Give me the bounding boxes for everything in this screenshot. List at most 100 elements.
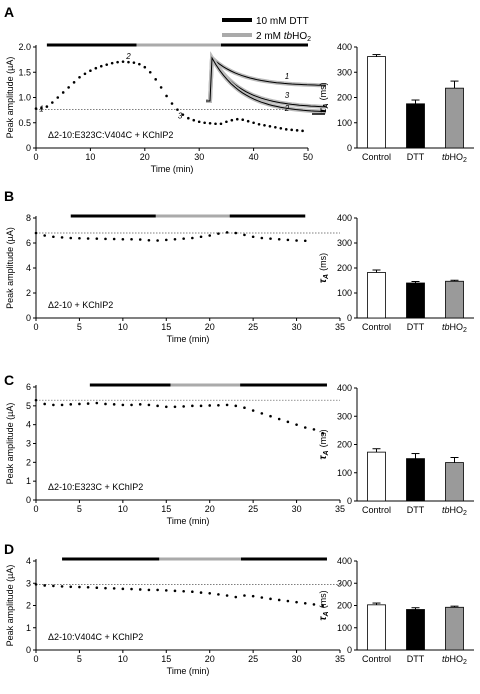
- panel-a-data-point: [110, 61, 114, 65]
- panel-a-data-point: [148, 70, 152, 74]
- panel-b-data-point: [286, 238, 290, 242]
- panel-d-data-point: [34, 583, 38, 586]
- panel-c-data-point: [130, 403, 133, 407]
- tau-symbol: τ: [318, 455, 329, 460]
- panel-b-tau-y-tick-label: 400: [337, 213, 352, 223]
- panel-c-tau-y-tick-label: 100: [337, 468, 352, 478]
- panel-a-tau-y-label: τA (ms): [318, 82, 330, 112]
- panel-b-sample-label: Δ2-10 + KChIP2: [48, 300, 113, 310]
- panel-c-data-point: [251, 409, 255, 412]
- panel-b-tau-bar-tbho2: [445, 280, 464, 319]
- panel-c-data-point: [243, 406, 246, 410]
- panel-c-tau-category-label: Control: [362, 505, 391, 515]
- panel-c-data-point: [208, 404, 212, 407]
- panel-a-x-tick-label: 40: [249, 152, 259, 162]
- inset-trace-label-1: 1: [285, 72, 289, 81]
- panel-d-y-tick-label: 0: [26, 645, 31, 655]
- panel-d-tau-bar-dtt: [406, 609, 425, 651]
- panel-a-trace-label: 3: [178, 112, 183, 121]
- panel-a-data-point: [246, 119, 250, 123]
- panel-b-data-point: [147, 238, 151, 242]
- panel-c-data-point: [277, 417, 281, 421]
- panel-b-data-point: [217, 232, 220, 235]
- panel-a-y-tick-label: 0: [26, 143, 31, 153]
- inset-trace-1: [206, 56, 326, 102]
- panel-a-data-point: [121, 60, 125, 63]
- panel-d-y-tick-label: 2: [26, 601, 31, 611]
- panel-c-tau-category-label-sub: 2: [463, 510, 467, 517]
- panel-a-data-point: [34, 107, 38, 110]
- panel-a-data-point: [301, 129, 304, 133]
- panel-b-data-point: [95, 237, 99, 240]
- panel-b-tau-category-label-tb: tb: [442, 322, 450, 332]
- panel-d-y-tick-label: 1: [26, 623, 31, 633]
- panel-b-y-tick-label: 6: [26, 238, 31, 248]
- panel-b-data-point: [303, 239, 307, 243]
- panel-b-data-point: [269, 237, 272, 240]
- panel-d-data-point: [312, 603, 316, 606]
- panel-c-data-point: [34, 398, 38, 402]
- panel-b-y-label: Peak amplitude (µA): [5, 227, 15, 309]
- panel-a-data-point: [61, 91, 65, 94]
- panel-c-data-point: [173, 405, 177, 409]
- panel-c-data-point: [121, 403, 125, 407]
- panel-d-tau-chart: 0 100 200 300 400 τA (ms) Control DTT tbHO2: [318, 556, 474, 666]
- panel-a-data-point: [257, 122, 261, 126]
- panel-c-tau-y-tick-label: 400: [337, 383, 352, 393]
- panel-a-trace-label: 2: [125, 52, 131, 61]
- panel-c-y-tick-label: 0: [26, 495, 31, 505]
- panel-c-tau-bar-dtt: [406, 458, 425, 502]
- panel-d-data-point: [303, 601, 307, 605]
- treatment-legend: 10 mM DTT 2 mM tbHO2: [222, 16, 311, 43]
- panel-b-tau-category-label: DTT: [407, 322, 425, 332]
- panel-c-data-point: [86, 402, 90, 405]
- panel-d-tau-bar-control: [367, 604, 386, 651]
- panel-c-data-point: [60, 403, 64, 407]
- panel-a-y-label: Peak amplitude (µA): [5, 57, 15, 139]
- legend-tbho2-em: tb: [284, 31, 293, 42]
- panel-c-data-point: [78, 402, 81, 406]
- panel-a-tau-category-label: DTT: [407, 152, 425, 162]
- panel-a-data-point: [165, 94, 168, 98]
- inset-trace-label-3: 3: [285, 91, 290, 100]
- legend-tbho2-pre: 2 mM: [256, 31, 284, 42]
- panel-b-letter: B: [4, 188, 14, 204]
- panel-c-x-tick-label: 15: [161, 504, 171, 514]
- panel-d-data-point: [130, 587, 133, 591]
- panel-b-y-tick-label: 2: [26, 288, 31, 298]
- panel-c-tau-y-tick-label: 0: [347, 496, 352, 506]
- panel-b-data-point: [225, 231, 229, 234]
- panel-b-data-point: [78, 236, 81, 240]
- panel-d-tau-category-label-ho: HO: [450, 654, 464, 664]
- panel-d-data-point: [234, 595, 238, 599]
- panel-d-x-tick-label: 30: [292, 654, 302, 664]
- inset-trace-2: [206, 56, 327, 113]
- panel-b-data-point: [130, 237, 133, 241]
- panel-a-tau-y-tick-label: 300: [337, 67, 352, 77]
- panel-c-data-point: [269, 414, 272, 418]
- panel-d-data-point: [95, 586, 99, 589]
- legend-dtt-label: 10 mM DTT: [256, 16, 309, 27]
- panel-b-y-tick-label: 8: [26, 213, 31, 223]
- panel-a-data-point: [181, 113, 185, 116]
- panel-c-x-tick-label: 20: [205, 504, 215, 514]
- panel-d-tau-category-label-tb: tb: [442, 654, 450, 664]
- panel-a-data-point: [67, 86, 70, 89]
- panel-b-y-tick-label: 4: [26, 263, 31, 273]
- panel-a-y-tick-label: 1.5: [18, 67, 31, 77]
- panel-a-tau-category-label-tb: tb: [442, 152, 450, 162]
- panel-d-data-point: [295, 600, 298, 604]
- panel-a-data-point: [284, 128, 288, 131]
- panel-b-tau-chart: 0 100 200 300 400 τA (ms) Control DTT tbHO2: [318, 213, 474, 334]
- panel-d-tau-category-label: tbHO2: [442, 654, 467, 666]
- panel-a-y-tick-label: 2.0: [18, 42, 31, 52]
- panel-a-data-point: [268, 124, 272, 128]
- panel-a-y-tick-label: 1.0: [18, 93, 31, 103]
- panel-a-data-point: [263, 123, 266, 127]
- panel-c-data-point: [147, 403, 151, 407]
- panel-c-x-tick-label: 30: [292, 504, 302, 514]
- tau-unit: (ms): [318, 590, 328, 608]
